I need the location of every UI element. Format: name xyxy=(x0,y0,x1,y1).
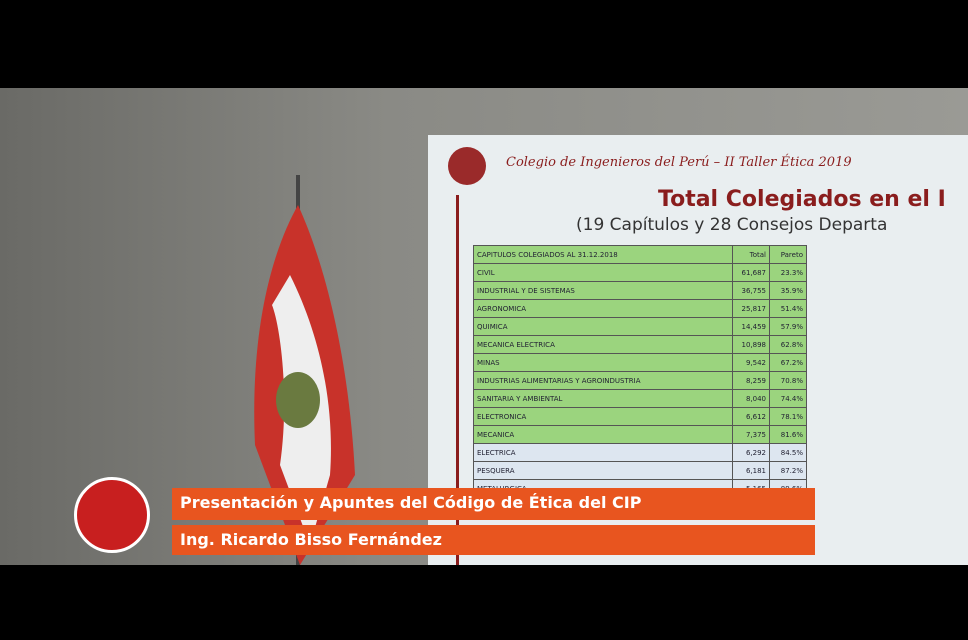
table-cell: 67.2% xyxy=(770,354,807,372)
table-cell: SANITARIA Y AMBIENTAL xyxy=(474,390,733,408)
lower-third-title: Presentación y Apuntes del Código de Éti… xyxy=(172,488,815,520)
table-cell: MECANICA ELECTRICA xyxy=(474,336,733,354)
table-cell: 14,459 xyxy=(733,318,770,336)
video-frame: Colegio de Ingenieros del Perú – II Tall… xyxy=(0,0,968,640)
table-cell: MECANICA xyxy=(474,426,733,444)
table-cell: 6,612 xyxy=(733,408,770,426)
table-cell: MINAS xyxy=(474,354,733,372)
table-cell: INDUSTRIAS ALIMENTARIAS Y AGROINDUSTRIA xyxy=(474,372,733,390)
table-cell: 74.4% xyxy=(770,390,807,408)
slide-logo xyxy=(448,147,486,185)
column-header: Total xyxy=(733,246,770,264)
lower-third-speaker: Ing. Ricardo Bisso Fernández xyxy=(172,525,815,555)
slide-header: Colegio de Ingenieros del Perú – II Tall… xyxy=(506,155,852,170)
slide-subtitle: (19 Capítulos y 28 Consejos Departa xyxy=(576,215,887,235)
table-cell: AGRONOMICA xyxy=(474,300,733,318)
slide-title: Total Colegiados en el I xyxy=(658,187,946,212)
table-cell: QUIMICA xyxy=(474,318,733,336)
table-cell: 8,040 xyxy=(733,390,770,408)
table-cell: 57.9% xyxy=(770,318,807,336)
table-cell: ELECTRICA xyxy=(474,444,733,462)
table-cell: 23.3% xyxy=(770,264,807,282)
table-cell: 78.1% xyxy=(770,408,807,426)
table-cell: 62.8% xyxy=(770,336,807,354)
table-cell: 61,687 xyxy=(733,264,770,282)
column-header: Pareto xyxy=(770,246,807,264)
table-cell: 7,375 xyxy=(733,426,770,444)
cip-logo xyxy=(74,477,150,553)
table-cell: PESQUERA xyxy=(474,462,733,480)
table-cell: 10,898 xyxy=(733,336,770,354)
table-cell: 9,542 xyxy=(733,354,770,372)
table-cell: 6,292 xyxy=(733,444,770,462)
column-header: CAPITULOS COLEGIADOS AL 31.12.2018 xyxy=(474,246,733,264)
table-cell: INDUSTRIAL Y DE SISTEMAS xyxy=(474,282,733,300)
table-cell: 25,817 xyxy=(733,300,770,318)
table-cell: 84.5% xyxy=(770,444,807,462)
table-cell: 70.8% xyxy=(770,372,807,390)
table-cell: 36,755 xyxy=(733,282,770,300)
table-cell: 8,259 xyxy=(733,372,770,390)
table-cell: 6,181 xyxy=(733,462,770,480)
table-cell: 35.9% xyxy=(770,282,807,300)
table-cell: 87.2% xyxy=(770,462,807,480)
table-cell: CIVIL xyxy=(474,264,733,282)
table-cell: 51.4% xyxy=(770,300,807,318)
table-cell: 81.6% xyxy=(770,426,807,444)
table-cell: ELECTRONICA xyxy=(474,408,733,426)
